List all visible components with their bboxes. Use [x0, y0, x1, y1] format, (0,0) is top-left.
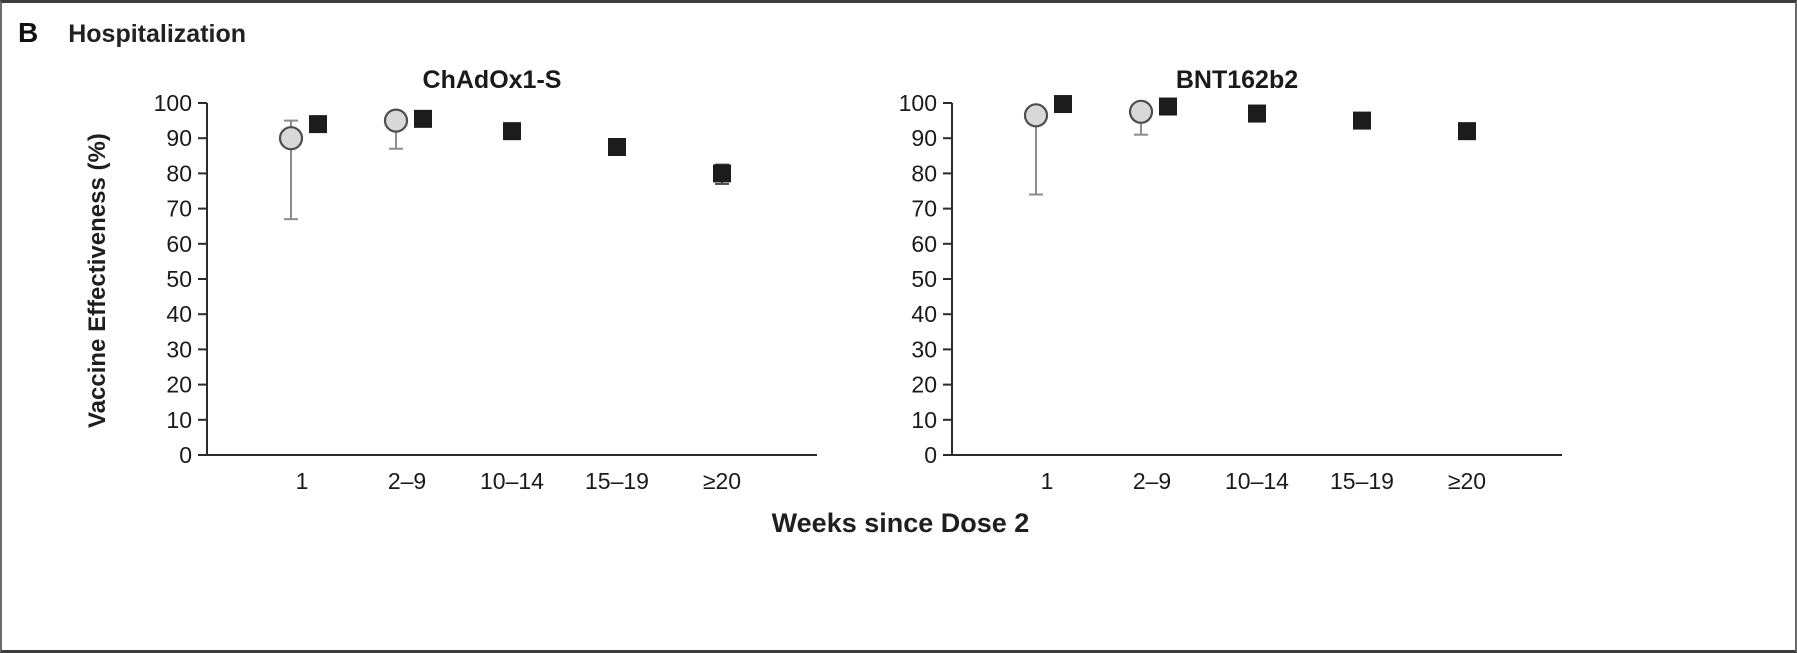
circle-marker	[1128, 99, 1154, 124]
data-point-square	[503, 122, 521, 141]
x-tick-label: 10–14	[1225, 468, 1289, 494]
square-marker	[1159, 97, 1177, 116]
y-tick-label: 50	[911, 266, 937, 292]
x-tick-label: 1	[1041, 468, 1054, 494]
y-tick-label: 10	[166, 407, 192, 433]
circle-marker	[1023, 103, 1049, 128]
square-marker	[309, 115, 327, 134]
data-point-square	[1248, 104, 1266, 123]
data-point-square	[1054, 95, 1072, 114]
circle-marker	[278, 126, 304, 151]
square-marker	[414, 109, 432, 128]
panel-header: B Hospitalization	[18, 17, 246, 49]
y-tick-label: 100	[899, 90, 937, 116]
x-tick-label: 2–9	[388, 468, 426, 494]
data-point-square	[713, 163, 731, 185]
square-marker	[713, 164, 731, 183]
y-tick-label: 40	[911, 301, 937, 327]
data-point-circle	[383, 108, 409, 150]
x-tick-label: ≥20	[703, 468, 741, 494]
data-point-square	[414, 109, 432, 128]
y-tick-label: 80	[166, 160, 192, 186]
y-tick-label: 30	[911, 336, 937, 362]
charts-row: ChAdOx1-S 0 10 20 30 40 50 60 70 80 90 100 1 2–9 10–14…	[127, 63, 1572, 505]
y-tick-label: 100	[154, 90, 192, 116]
square-marker	[1248, 104, 1266, 123]
x-tick-label: 15–19	[585, 468, 649, 494]
y-tick-label: 40	[166, 301, 192, 327]
x-tick-label: 2–9	[1133, 468, 1171, 494]
y-tick-label: 90	[911, 125, 937, 151]
y-axis-label: Vaccine Effectiveness (%)	[84, 133, 111, 429]
y-tick-label: 0	[924, 442, 937, 468]
data-point-circle	[278, 119, 304, 221]
y-tick-label: 80	[911, 160, 937, 186]
y-tick-label: 60	[166, 231, 192, 257]
y-tick-label: 50	[166, 266, 192, 292]
chart-bnt162b2: BNT162b2 0 10 20 30 40 50 60 70 80 90 100 1 2–9 10–14 1…	[899, 66, 1562, 494]
x-tick-label: 1	[296, 468, 309, 494]
chart-title: BNT162b2	[1176, 66, 1298, 94]
square-marker	[503, 122, 521, 141]
data-point-circle	[1023, 103, 1049, 196]
y-tick-label: 70	[911, 196, 937, 222]
data-point-square	[608, 138, 626, 156]
panel-label: B	[18, 17, 39, 48]
square-marker	[1054, 95, 1072, 114]
square-marker	[1353, 111, 1371, 130]
square-marker	[608, 138, 626, 156]
y-tick-label: 90	[166, 125, 192, 151]
y-tick-label: 30	[166, 336, 192, 362]
x-tick-label: 10–14	[480, 468, 544, 494]
y-tick-label: 20	[166, 372, 192, 398]
data-point-square	[309, 115, 327, 134]
x-axis-label: Weeks since Dose 2	[771, 508, 1030, 538]
square-marker	[1458, 122, 1476, 141]
chart-title: ChAdOx1-S	[423, 66, 562, 94]
y-tick-label: 0	[179, 442, 192, 468]
data-point-square	[1353, 111, 1371, 130]
data-point-square	[1458, 122, 1476, 141]
x-tick-label: 15–19	[1330, 468, 1394, 494]
data-point-square	[1159, 97, 1177, 116]
panel-title: Hospitalization	[68, 20, 247, 48]
circle-marker	[383, 108, 409, 133]
y-tick-label: 10	[911, 407, 937, 433]
y-tick-label: 60	[911, 231, 937, 257]
y-tick-label: 20	[911, 372, 937, 398]
data-point-circle	[1128, 99, 1154, 136]
y-tick-label: 70	[166, 196, 192, 222]
chart-chadox1-s: ChAdOx1-S 0 10 20 30 40 50 60 70 80 90 100 1 2–9 10–14…	[154, 66, 817, 494]
x-tick-label: ≥20	[1448, 468, 1486, 494]
